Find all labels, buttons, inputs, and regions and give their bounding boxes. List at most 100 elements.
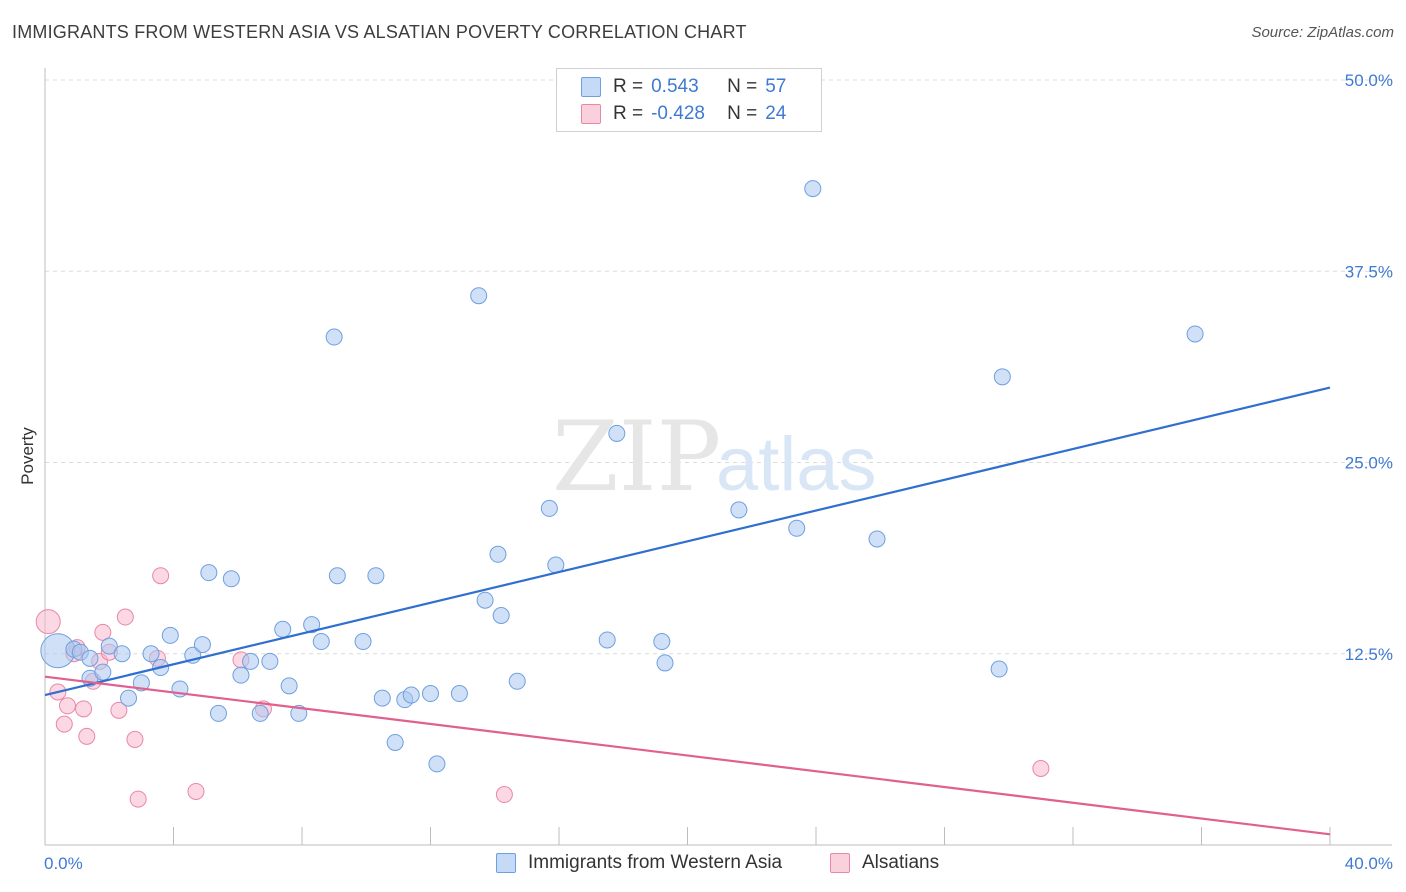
data-point — [450, 685, 468, 703]
legend-n-label: N = — [727, 76, 758, 97]
x-tick-label: 0.0% — [44, 854, 83, 873]
data-point — [35, 609, 61, 635]
source-label: Source: ZipAtlas.com — [1251, 24, 1394, 41]
legend-label: Alsatians — [862, 852, 940, 873]
data-point — [990, 660, 1008, 678]
watermark-atlas: atlas — [716, 422, 877, 507]
data-point — [129, 790, 147, 808]
data-point — [55, 715, 73, 733]
legend-row-alsatians: R = -0.428 N = 24 — [581, 102, 786, 126]
trend-lines — [44, 386, 1331, 836]
watermark-zip: ZIP — [552, 401, 721, 513]
data-point — [152, 567, 170, 585]
data-point — [132, 674, 150, 692]
data-point — [492, 607, 510, 624]
legend-swatch-pink — [581, 104, 601, 124]
data-point — [608, 424, 626, 442]
legend-n-value: 24 — [765, 103, 787, 124]
tick-labels: 12.5% 25.0% 37.5% 50.0% 0.0% 40.0% — [44, 71, 1393, 873]
data-point — [161, 626, 179, 644]
data-point — [598, 631, 616, 649]
data-point — [261, 652, 279, 670]
y-tick-label: 25.0% — [1345, 454, 1393, 473]
data-point — [116, 608, 134, 626]
data-point — [788, 519, 806, 537]
data-point — [126, 730, 144, 748]
data-point — [328, 567, 346, 585]
data-point — [470, 287, 488, 305]
legend-n-value: 57 — [765, 76, 787, 97]
data-point — [242, 652, 260, 670]
series-western-asia-points — [40, 180, 1204, 773]
data-point — [354, 633, 372, 651]
data-point — [1032, 760, 1050, 777]
data-point — [75, 700, 93, 718]
legend-swatch-pink — [830, 853, 850, 873]
data-point — [58, 697, 76, 715]
data-point — [94, 663, 112, 681]
data-point — [868, 530, 886, 548]
gridlines — [45, 79, 1392, 655]
legend-swatch-blue — [496, 853, 516, 873]
data-point — [120, 689, 138, 707]
data-point — [422, 685, 439, 703]
legend-item-western-asia[interactable]: Immigrants from Western Asia — [496, 852, 782, 874]
data-point — [81, 649, 99, 667]
data-point — [100, 637, 118, 655]
legend-n-label: N = — [727, 103, 758, 124]
data-point — [303, 616, 321, 634]
data-point — [110, 701, 128, 719]
legend-r-value: 0.543 — [651, 76, 699, 97]
y-tick-label: 12.5% — [1345, 645, 1393, 664]
data-point — [386, 733, 404, 751]
data-point — [209, 704, 227, 722]
chart-title: IMMIGRANTS FROM WESTERN ASIA VS ALSATIAN… — [12, 22, 747, 42]
data-point — [495, 786, 513, 804]
legend-r-value: -0.428 — [651, 103, 705, 124]
data-point — [476, 591, 494, 609]
data-point — [187, 782, 205, 800]
y-tick-label: 37.5% — [1345, 262, 1393, 281]
y-axis-label: Poverty — [18, 427, 37, 485]
x-tick-label: 40.0% — [1345, 854, 1393, 873]
data-point — [325, 328, 343, 346]
legend-item-alsatians[interactable]: Alsatians — [830, 852, 939, 874]
trend-line-western-asia — [44, 386, 1331, 697]
legend-row-western-asia: R = 0.543 N = 57 — [581, 75, 786, 99]
correlation-legend: R = 0.543 N = 57 R = -0.428 N = 24 — [556, 68, 822, 132]
data-point — [367, 567, 385, 585]
data-point — [94, 623, 112, 641]
data-point — [508, 672, 526, 690]
data-point — [142, 645, 160, 663]
data-point — [1186, 325, 1204, 343]
legend-r-label: R = — [613, 76, 644, 97]
data-point — [251, 704, 269, 722]
legend-swatch-blue — [581, 77, 601, 97]
data-point — [428, 755, 446, 773]
watermark: ZIP atlas — [552, 401, 877, 513]
data-point — [312, 633, 330, 651]
data-point — [804, 180, 822, 198]
data-point — [280, 677, 298, 695]
data-point — [232, 666, 250, 684]
data-point — [78, 727, 96, 745]
trend-line-alsatians — [44, 675, 1331, 836]
data-point — [222, 570, 240, 588]
data-point — [274, 620, 292, 638]
legend-r-label: R = — [613, 103, 644, 124]
data-point — [200, 564, 218, 582]
data-point — [489, 545, 507, 563]
data-point — [993, 368, 1011, 386]
data-point — [193, 636, 211, 654]
data-point — [730, 501, 748, 519]
data-point — [113, 645, 131, 663]
data-point — [402, 686, 420, 704]
axes — [44, 68, 1392, 846]
y-tick-label: 50.0% — [1345, 71, 1393, 90]
legend-label: Immigrants from Western Asia — [528, 852, 783, 873]
series-legend: Immigrants from Western Asia Alsatians — [0, 852, 1406, 878]
data-point — [656, 654, 674, 672]
data-point — [373, 689, 391, 707]
data-point — [540, 499, 558, 517]
